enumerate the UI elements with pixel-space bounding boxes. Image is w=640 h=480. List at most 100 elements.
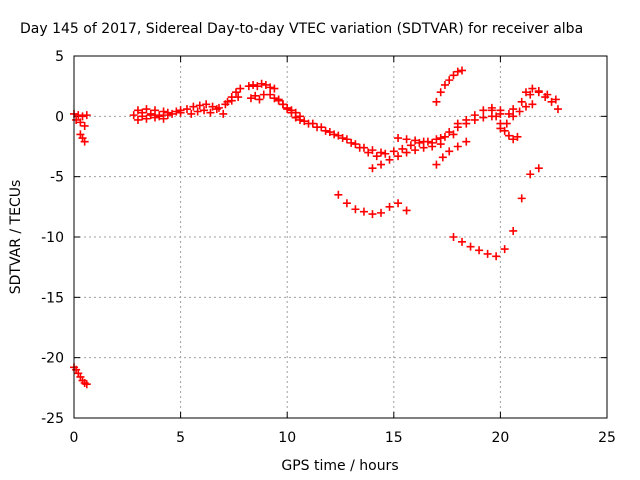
data-point	[342, 135, 351, 144]
series-arc-25	[521, 84, 562, 114]
data-point	[496, 106, 505, 115]
y-axis-ticks: -25 -20 -15 -10 -5 0 5	[41, 49, 607, 427]
x-tick-label: 5	[176, 430, 185, 446]
data-point	[432, 160, 441, 169]
data-point	[394, 199, 403, 208]
series-arc-27	[449, 164, 543, 261]
data-point	[146, 111, 155, 120]
data-point	[385, 155, 394, 164]
data-point	[80, 137, 89, 146]
data-point	[483, 249, 492, 258]
data-point	[479, 113, 488, 122]
data-point	[74, 111, 83, 120]
data-point	[236, 84, 245, 93]
x-tick-label: 20	[491, 430, 509, 446]
series-arc-14	[295, 115, 373, 157]
data-point	[521, 102, 530, 111]
series-arc-19	[432, 137, 471, 169]
data-point	[246, 94, 255, 103]
series-arc-23	[496, 100, 537, 133]
data-point	[470, 111, 479, 120]
data-point	[82, 111, 91, 120]
data-point	[449, 71, 458, 80]
data-point	[415, 138, 424, 147]
y-tick-label: -10	[41, 230, 64, 246]
data-point	[398, 144, 407, 153]
series-arc-26	[334, 190, 411, 219]
data-point	[321, 126, 330, 135]
series-arc-09	[244, 79, 279, 93]
data-point	[274, 95, 283, 104]
data-point	[411, 146, 420, 155]
data-point	[509, 226, 518, 235]
data-point	[526, 90, 535, 99]
chart-title: Day 145 of 2017, Sidereal Day-to-day VTE…	[20, 21, 583, 37]
data-point	[466, 242, 475, 251]
data-point	[402, 135, 411, 144]
x-tick-label: 15	[385, 430, 403, 446]
data-point	[541, 93, 550, 102]
data-point	[521, 88, 530, 97]
series-arc-12	[274, 95, 300, 122]
data-point	[411, 136, 420, 145]
data-point	[487, 106, 496, 115]
data-point	[255, 95, 264, 104]
data-point	[394, 134, 403, 143]
data-point	[168, 109, 177, 118]
data-point	[176, 106, 185, 115]
data-point	[338, 134, 347, 143]
data-point	[364, 148, 373, 157]
series-arc-03	[70, 363, 91, 389]
data-point	[377, 148, 386, 157]
data-point	[368, 210, 377, 219]
data-point	[232, 88, 241, 97]
data-point	[517, 97, 526, 106]
data-point	[244, 82, 253, 91]
data-point	[438, 153, 447, 162]
data-point	[528, 100, 537, 109]
data-point	[257, 79, 266, 88]
data-point	[534, 164, 543, 173]
y-tick-label: -20	[41, 351, 64, 367]
series-arc-16	[372, 130, 458, 161]
series-arc-01	[70, 109, 91, 130]
data-point	[200, 106, 209, 115]
data-point	[394, 152, 403, 161]
data-point	[163, 111, 172, 120]
data-point	[436, 134, 445, 143]
series-arc-05	[133, 111, 172, 124]
data-point	[334, 190, 343, 199]
data-point	[509, 135, 518, 144]
data-point	[381, 149, 390, 158]
data-point	[287, 108, 296, 117]
data-point	[385, 202, 394, 211]
data-point	[219, 109, 228, 118]
data-point	[342, 199, 351, 208]
data-point	[189, 102, 198, 111]
data-point	[517, 194, 526, 203]
data-point	[330, 130, 339, 139]
data-point	[133, 115, 142, 124]
data-point	[462, 137, 471, 146]
data-point	[419, 137, 428, 146]
data-point	[212, 105, 221, 114]
data-point	[449, 233, 458, 241]
data-point	[513, 132, 522, 141]
data-point	[138, 112, 147, 121]
data-point	[151, 106, 160, 115]
data-point	[295, 115, 304, 124]
data-point	[509, 112, 518, 121]
data-point	[325, 128, 334, 137]
data-point	[462, 115, 471, 124]
data-point	[440, 80, 449, 89]
data-point	[492, 112, 501, 121]
data-point	[428, 138, 437, 147]
data-point	[195, 101, 204, 110]
data-point	[368, 164, 377, 173]
y-tick-label: -5	[50, 170, 64, 186]
data-point	[187, 109, 196, 118]
data-point	[159, 114, 168, 123]
data-point	[142, 105, 151, 114]
data-point	[270, 84, 279, 93]
data-point	[479, 106, 488, 115]
